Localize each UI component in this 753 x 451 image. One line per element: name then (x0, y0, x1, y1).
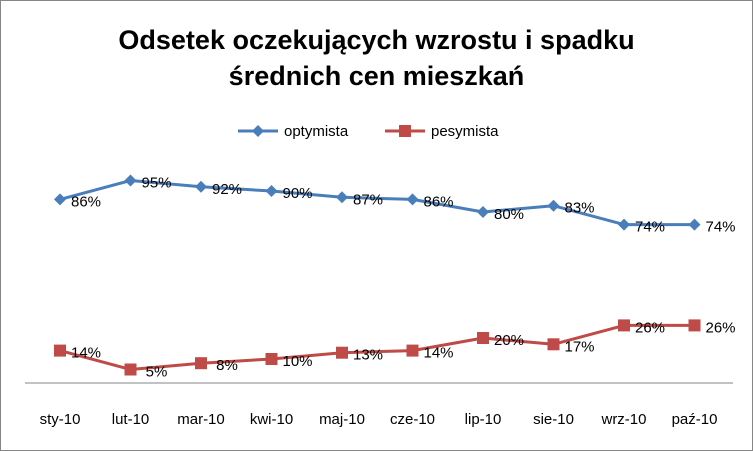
x-tick-label: paź-10 (672, 411, 718, 428)
data-point-optymista (54, 193, 66, 206)
data-point-optymista (265, 185, 278, 197)
x-tick-label: kwi-10 (250, 411, 293, 428)
data-point-optymista (124, 174, 137, 187)
data-point-optymista (406, 193, 419, 206)
chart-title-line-2: średnich cen mieszkań (228, 61, 525, 91)
data-label-pesymista: 8% (216, 357, 238, 374)
chart-title-line-1: Odsetek oczekujących wzrostu i spadku (118, 25, 635, 55)
x-tick-label: mar-10 (177, 411, 225, 428)
legend-label-optymista: optymista (284, 123, 349, 140)
data-label-pesymista: 26% (705, 319, 735, 336)
data-label-optymista: 92% (212, 181, 242, 198)
data-label-optymista: 95% (141, 175, 171, 192)
series-line-pesymista (59, 323, 695, 371)
data-label-optymista: 86% (71, 193, 101, 210)
data-point-optymista (477, 206, 489, 218)
series-line-optymista (59, 179, 695, 227)
data-point-optymista (547, 199, 560, 212)
data-point-pesymista (54, 344, 66, 357)
data-point-optymista (618, 218, 630, 231)
data-point-pesymista (336, 346, 348, 359)
x-tick-label: lip-10 (465, 411, 502, 428)
data-label-pesymista: 14% (71, 345, 101, 362)
data-point-pesymista (124, 363, 137, 376)
data-point-pesymista (688, 319, 701, 332)
series-pesymista: 14% 5% 8% 10% 13% 14% 20% 17% 26% 26% (54, 319, 736, 381)
data-label-optymista: 87% (353, 191, 383, 208)
legend-label-pesymista: pesymista (431, 123, 499, 140)
data-point-optymista (195, 180, 207, 193)
data-point-pesymista (195, 357, 207, 370)
data-label-pesymista: 10% (282, 353, 312, 370)
series-optymista: 86% 95% 92% 90% 87% 86% 80% 83% 74% 74% (54, 174, 736, 236)
x-tick-label: sty-10 (40, 411, 81, 428)
data-point-pesymista (477, 332, 489, 344)
data-point-optymista (336, 191, 348, 204)
x-tick-label: maj-10 (319, 411, 365, 428)
data-label-optymista: 74% (705, 219, 735, 236)
data-label-optymista: 74% (635, 219, 665, 236)
data-label-pesymista: 14% (423, 345, 453, 362)
data-label-optymista: 90% (282, 185, 312, 202)
series-group: 86% 95% 92% 90% 87% 86% 80% 83% 74% 74% 14% 5% 8% 10%… (54, 174, 736, 381)
data-label-pesymista: 20% (494, 332, 524, 349)
data-point-pesymista (618, 319, 630, 332)
x-tick-label: lut-10 (112, 411, 150, 428)
legend-marker-pesymista (399, 125, 411, 137)
x-axis-ticks: sty-10 lut-10 mar-10 kwi-10 maj-10 cze-10 lip-… (40, 411, 718, 428)
data-label-pesymista: 5% (146, 364, 168, 381)
legend: optymista pesymista (238, 123, 499, 140)
data-label-optymista: 86% (423, 193, 453, 210)
data-point-pesymista (265, 353, 278, 365)
data-label-pesymista: 17% (564, 338, 594, 355)
data-point-optymista (688, 218, 701, 231)
data-point-pesymista (547, 338, 560, 351)
data-label-optymista: 80% (494, 206, 524, 223)
data-label-pesymista: 13% (353, 347, 383, 364)
legend-marker-optymista (252, 125, 264, 137)
x-tick-label: wrz-10 (600, 411, 646, 428)
chart-title: Odsetek oczekujących wzrostu i spadku śr… (0, 22, 753, 94)
data-label-pesymista: 26% (635, 319, 665, 336)
data-label-optymista: 83% (564, 200, 594, 217)
x-tick-label: sie-10 (533, 411, 574, 428)
data-point-pesymista (406, 344, 419, 357)
x-tick-label: cze-10 (390, 411, 435, 428)
